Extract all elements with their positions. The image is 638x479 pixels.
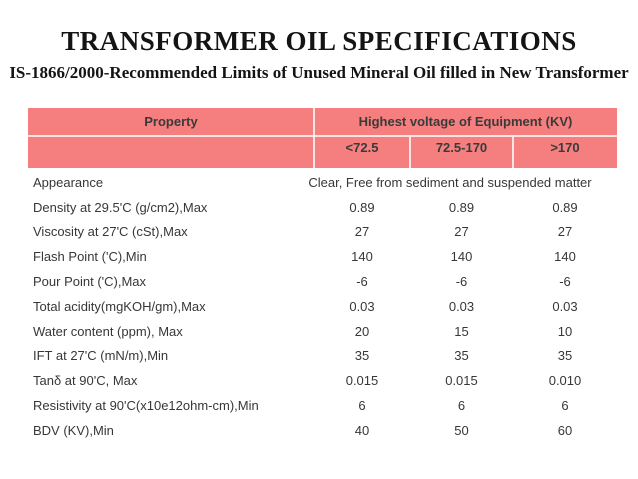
property-cell: Tanδ at 90'C, Max bbox=[33, 373, 138, 389]
column-header-72-170: 72.5-170 bbox=[435, 140, 488, 155]
value-cell: 15 bbox=[454, 323, 469, 339]
value-cell: 140 bbox=[554, 249, 576, 265]
value-cell: -6 bbox=[356, 274, 368, 290]
value-cell: 6 bbox=[358, 398, 366, 414]
value-cell: 10 bbox=[557, 323, 573, 339]
oil-spec-table: Property Highest voltage of Equipment (K… bbox=[28, 108, 617, 438]
table-row: Pour Point ('C),Max -6 -6 -6 bbox=[28, 269, 617, 294]
value-cell: 0.010 bbox=[548, 373, 582, 389]
table-header-row-2: <72.5 72.5-170 >170 bbox=[28, 137, 617, 168]
value-cell: 20 bbox=[354, 323, 370, 339]
value-cell: 140 bbox=[351, 249, 373, 265]
value-cell: 35 bbox=[557, 348, 573, 364]
column-header-property: Property bbox=[144, 114, 198, 129]
table-row: IFT at 27'C (mN/m),Min 35 35 35 bbox=[28, 344, 617, 369]
value-cell: 40 bbox=[354, 422, 370, 438]
value-cell: 6 bbox=[457, 398, 466, 414]
value-cell: 35 bbox=[354, 348, 370, 364]
table-row: BDV (KV),Min 40 50 60 bbox=[28, 418, 617, 443]
value-cell: -6 bbox=[455, 274, 468, 290]
value-cell: 50 bbox=[454, 422, 469, 438]
value-cell: 140 bbox=[450, 249, 473, 265]
table-row: Tanδ at 90'C, Max 0.015 0.015 0.010 bbox=[28, 368, 617, 393]
property-cell: Viscosity at 27'C (cSt),Max bbox=[33, 224, 188, 240]
value-cell: 0.89 bbox=[349, 199, 375, 215]
header-separator-horizontal bbox=[28, 135, 617, 137]
value-cell: -6 bbox=[559, 274, 571, 290]
property-cell: Appearance bbox=[33, 174, 104, 190]
value-cell: 6 bbox=[561, 398, 569, 414]
page-title: TRANSFORMER OIL SPECIFICATIONS bbox=[61, 26, 577, 56]
value-cell: 27 bbox=[354, 224, 370, 240]
table-row: Resistivity at 90'C(x10e12ohm-cm),Min 6 … bbox=[28, 393, 617, 418]
table-body: Appearance Clear, Free from sediment and… bbox=[28, 170, 617, 443]
value-cell: 0.03 bbox=[448, 298, 475, 314]
value-cell: 0.03 bbox=[552, 298, 578, 314]
header-separator-vertical-3 bbox=[512, 137, 514, 168]
value-cell-span: Clear, Free from sediment and suspended … bbox=[308, 174, 592, 190]
header-separator-vertical-2 bbox=[409, 137, 411, 168]
property-cell: Resistivity at 90'C(x10e12ohm-cm),Min bbox=[33, 398, 259, 414]
table-header: Property Highest voltage of Equipment (K… bbox=[28, 108, 617, 168]
property-cell: Flash Point ('C),Min bbox=[33, 249, 147, 265]
value-cell: 35 bbox=[454, 348, 469, 364]
column-header-lt-72: <72.5 bbox=[345, 140, 379, 155]
table-header-row-1: Property Highest voltage of Equipment (K… bbox=[28, 108, 617, 135]
property-cell: BDV (KV),Min bbox=[33, 422, 114, 438]
table-row: Viscosity at 27'C (cSt),Max 27 27 27 bbox=[28, 220, 617, 245]
property-cell: Total acidity(mgKOH/gm),Max bbox=[33, 298, 206, 314]
table-row: Water content (ppm), Max 20 15 10 bbox=[28, 319, 617, 344]
table-row: Total acidity(mgKOH/gm),Max 0.03 0.03 0.… bbox=[28, 294, 617, 319]
property-cell: Density at 29.5'C (g/cm2),Max bbox=[33, 199, 208, 215]
page-subtitle: IS-1866/2000-Recommended Limits of Unuse… bbox=[9, 63, 629, 82]
property-cell: IFT at 27'C (mN/m),Min bbox=[33, 348, 169, 364]
value-cell: 0.015 bbox=[345, 373, 379, 389]
value-cell: 0.015 bbox=[445, 373, 478, 389]
value-cell: 27 bbox=[557, 224, 573, 240]
value-cell: 27 bbox=[454, 224, 469, 240]
value-cell: 0.89 bbox=[552, 199, 578, 215]
table-row: Flash Point ('C),Min 140 140 140 bbox=[28, 244, 617, 269]
property-cell: Pour Point ('C),Max bbox=[33, 274, 147, 290]
property-cell: Water content (ppm), Max bbox=[33, 323, 183, 339]
table-row: Appearance Clear, Free from sediment and… bbox=[28, 170, 617, 195]
value-cell: 60 bbox=[557, 422, 573, 438]
table-row: Density at 29.5'C (g/cm2),Max 0.89 0.89 … bbox=[28, 195, 617, 220]
value-cell: 0.89 bbox=[448, 199, 475, 215]
column-header-voltage-group: Highest voltage of Equipment (KV) bbox=[358, 114, 573, 129]
column-header-gt-170: >170 bbox=[550, 140, 580, 155]
column-header-empty bbox=[28, 137, 314, 168]
value-cell: 0.03 bbox=[349, 298, 375, 314]
header-separator-vertical-1 bbox=[313, 108, 315, 168]
